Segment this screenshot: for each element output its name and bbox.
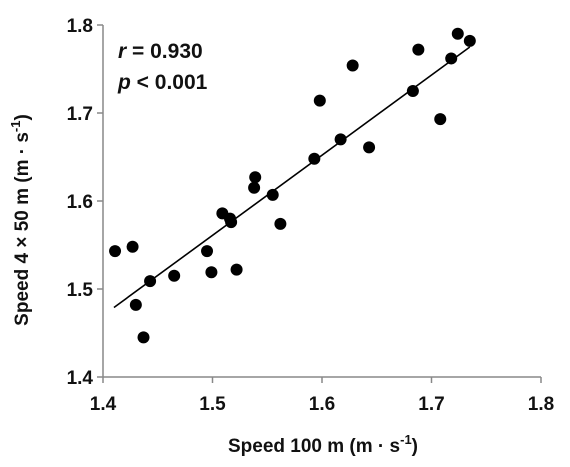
y-tick-label: 1.6	[67, 192, 93, 213]
data-point	[129, 298, 142, 311]
data-point	[248, 181, 261, 194]
data-point	[225, 216, 238, 229]
data-point	[451, 27, 464, 40]
y-tick-label: 1.8	[67, 16, 93, 37]
data-point	[346, 59, 359, 72]
x-axis-title: Speed 100 m (m · s-1)	[228, 432, 418, 457]
y-tick-labels: 1.4 1.5 1.6 1.7 1.8	[67, 16, 94, 389]
data-point	[205, 266, 218, 279]
data-point	[249, 171, 262, 184]
r-annotation: r = 0.930	[118, 40, 203, 63]
data-point	[126, 240, 139, 253]
x-tick-label: 1.8	[528, 394, 554, 415]
data-point	[230, 263, 243, 276]
data-point	[274, 217, 287, 230]
x-tick-label: 1.4	[90, 394, 117, 415]
data-point	[308, 152, 321, 165]
y-axis-title: Speed 4 × 50 m (m · s-1)	[8, 114, 33, 326]
y-tick-label: 1.5	[67, 280, 94, 301]
data-point	[463, 34, 476, 47]
data-point	[266, 188, 279, 201]
data-point	[109, 245, 122, 258]
data-point	[412, 43, 425, 56]
data-points	[109, 27, 476, 344]
x-tick-labels: 1.4 1.5 1.6 1.7 1.8	[90, 394, 554, 415]
x-tick-label: 1.7	[418, 394, 444, 415]
y-tick-label: 1.4	[67, 368, 94, 389]
data-point	[201, 245, 214, 258]
data-point	[406, 85, 419, 97]
data-point	[363, 141, 376, 154]
data-point	[434, 113, 447, 126]
data-point	[334, 133, 347, 146]
data-point	[445, 52, 458, 65]
x-tick-label: 1.5	[199, 394, 226, 415]
data-point	[313, 94, 326, 107]
data-point	[168, 269, 181, 282]
axes	[97, 24, 542, 383]
p-annotation: p < 0.001	[117, 71, 208, 94]
x-tick-label: 1.6	[309, 394, 335, 415]
data-point	[137, 331, 150, 344]
y-tick-label: 1.7	[67, 104, 93, 125]
data-point	[144, 275, 157, 288]
